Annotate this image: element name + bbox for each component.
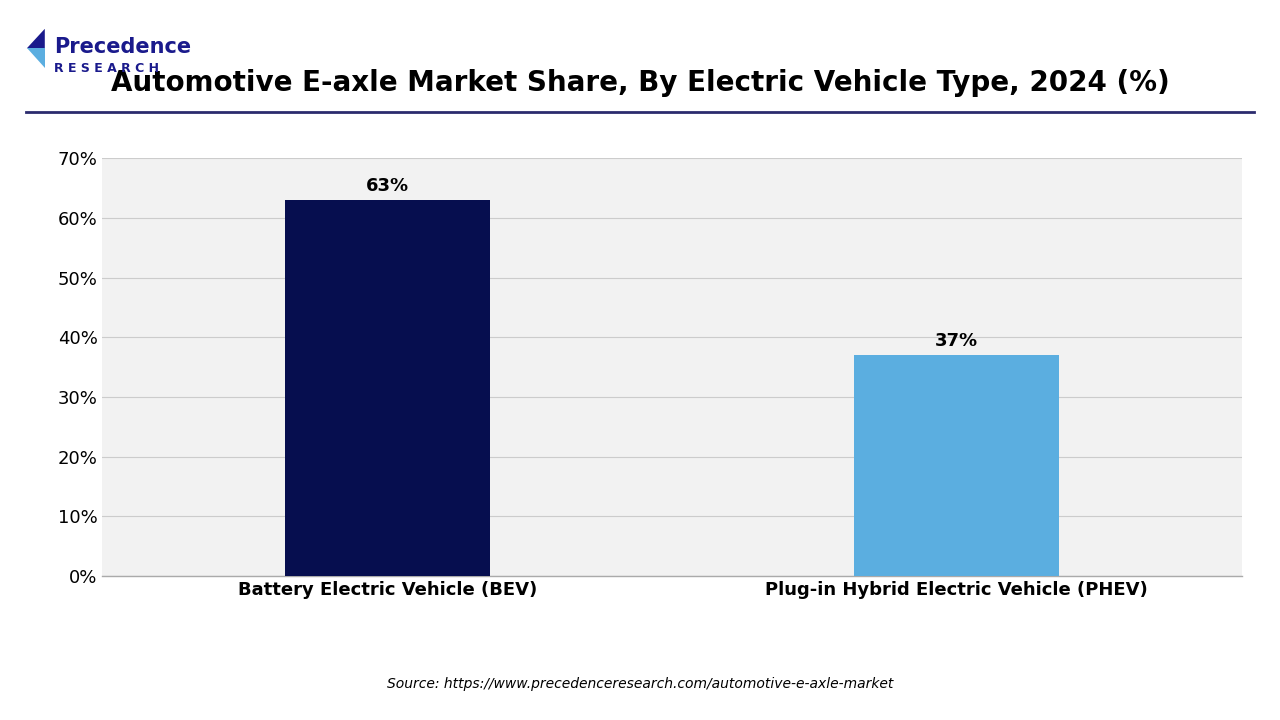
Bar xyxy=(284,200,490,576)
Polygon shape xyxy=(27,29,45,48)
Text: R E S E A R C H: R E S E A R C H xyxy=(54,62,159,75)
Bar xyxy=(854,355,1060,576)
Text: Source: https://www.precedenceresearch.com/automotive-e-axle-market: Source: https://www.precedenceresearch.c… xyxy=(387,677,893,691)
Polygon shape xyxy=(27,48,45,68)
Text: 37%: 37% xyxy=(936,333,978,351)
Text: Automotive E-axle Market Share, By Electric Vehicle Type, 2024 (%): Automotive E-axle Market Share, By Elect… xyxy=(110,69,1170,96)
Text: 63%: 63% xyxy=(366,177,408,195)
Text: Precedence: Precedence xyxy=(54,37,191,57)
